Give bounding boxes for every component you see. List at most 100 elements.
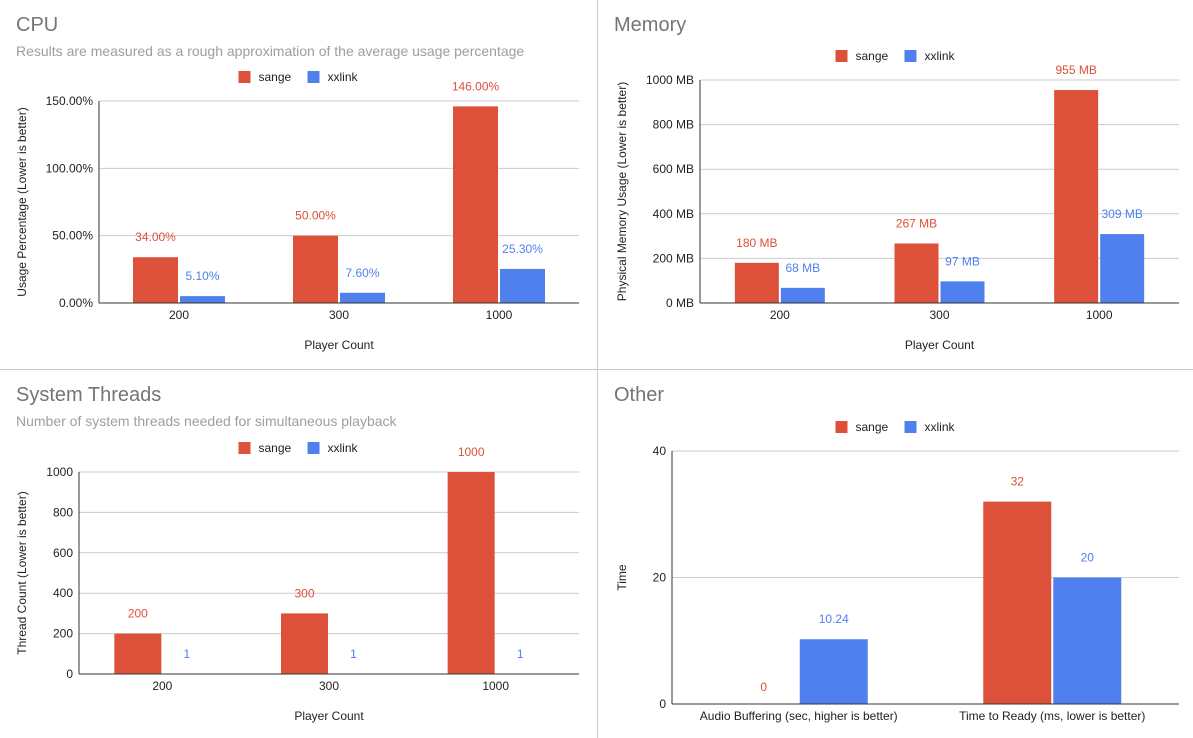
memory-chart-panel: Memory 0 MB 200 MB 400 MB 600 MB 800 MB 1000 …	[598, 0, 1193, 369]
legend-label-sange: sange	[259, 70, 292, 84]
legend-label-xxlink: xxlink	[328, 70, 359, 84]
x-axis-title: Player Count	[304, 338, 374, 352]
bar-sange	[447, 472, 495, 674]
threads-chart-panel: System Threads Number of system threads …	[0, 370, 597, 738]
y-tick-label: 1000	[46, 465, 73, 479]
data-label-sange: 200	[128, 607, 148, 621]
bar-xxlink	[780, 287, 825, 303]
x-tick-label: 200	[770, 308, 790, 322]
other-chart: 0 20 40 0 10.24 Audio Buffering (sec, higher …	[615, 420, 1179, 723]
cpu-chart-panel: CPU Results are measured as a rough appr…	[0, 0, 597, 369]
y-tick-label: 0 MB	[666, 296, 694, 310]
legend-label-xxlink: xxlink	[925, 420, 956, 434]
threads-chart: 0 200 400 600 800 1000 200 1 200 300 1 300 1000 1 1000…	[15, 441, 579, 723]
legend-swatch-sange	[238, 71, 251, 83]
bar-sange	[734, 262, 779, 303]
x-tick-label: 200	[169, 308, 189, 322]
x-tick-label: Time to Ready (ms, lower is better)	[959, 709, 1145, 723]
x-tick-label: 200	[152, 679, 172, 693]
y-tick-label: 600	[53, 546, 73, 560]
y-axis-title: Time	[615, 564, 629, 591]
y-tick-label: 20	[653, 571, 667, 585]
y-tick-label: 800 MB	[653, 118, 694, 132]
bar-sange	[453, 106, 498, 304]
bar-sange	[114, 633, 162, 674]
bar-sange	[1054, 90, 1099, 303]
bar-sange	[983, 501, 1052, 704]
y-tick-label: 200	[53, 627, 73, 641]
chart-title: Other	[614, 384, 665, 406]
other-chart-panel: Other 0 20 40 0 10.24 Audio Buffering (sec, h…	[598, 370, 1193, 738]
data-label-sange: 146.00%	[452, 79, 500, 93]
data-label-xxlink: 68 MB	[785, 261, 820, 275]
bar-xxlink	[180, 296, 225, 303]
y-tick-label: 200 MB	[653, 251, 694, 265]
chart-subtitle: Results are measured as a rough approxim…	[16, 43, 525, 59]
legend-swatch-xxlink	[307, 71, 320, 83]
cpu-chart: 0.00% 50.00% 100.00% 150.00% 34.00% 5.10% 200 5…	[15, 70, 579, 352]
data-label-sange: 267 MB	[896, 216, 937, 230]
y-tick-label: 400	[53, 586, 73, 600]
data-label-sange: 32	[1011, 475, 1025, 489]
y-tick-label: 0	[659, 697, 666, 711]
data-label-xxlink: 5.10%	[185, 269, 219, 283]
y-tick-label: 800	[53, 505, 73, 519]
y-tick-label: 0.00%	[59, 296, 93, 310]
legend-swatch-sange	[835, 50, 848, 62]
x-tick-label: 1000	[482, 679, 509, 693]
data-label-xxlink: 25.30%	[502, 242, 543, 256]
data-label-sange: 180 MB	[736, 236, 777, 250]
data-label-sange: 0	[760, 680, 767, 694]
data-label-xxlink: 1	[517, 647, 524, 661]
y-tick-label: 150.00%	[46, 94, 94, 108]
chart-subtitle: Number of system threads needed for simu…	[16, 413, 397, 429]
bar-sange	[133, 257, 178, 303]
x-axis-title: Player Count	[294, 709, 364, 723]
legend-swatch-xxlink	[904, 50, 917, 62]
legend-swatch-xxlink	[307, 442, 320, 454]
x-tick-label: 1000	[1086, 308, 1113, 322]
legend-swatch-sange	[238, 442, 251, 454]
bar-sange	[894, 243, 939, 303]
data-label-sange: 34.00%	[135, 230, 176, 244]
data-label-sange: 300	[294, 586, 314, 600]
data-label-xxlink: 1	[350, 647, 357, 661]
data-label-xxlink: 20	[1081, 551, 1095, 565]
x-tick-label: 300	[329, 308, 349, 322]
bar-xxlink	[1100, 234, 1145, 303]
y-tick-label: 600 MB	[653, 162, 694, 176]
legend-label-sange: sange	[856, 49, 889, 63]
x-tick-label: Audio Buffering (sec, higher is better)	[700, 709, 898, 723]
horizontal-divider	[0, 369, 1193, 370]
legend-swatch-sange	[835, 421, 848, 433]
y-axis-title: Physical Memory Usage (Lower is better)	[615, 82, 629, 301]
data-label-xxlink: 97 MB	[945, 254, 980, 268]
bar-xxlink	[1053, 577, 1122, 704]
y-tick-label: 40	[653, 444, 667, 458]
chart-title: CPU	[16, 14, 59, 36]
y-tick-label: 50.00%	[52, 229, 93, 243]
y-tick-label: 1000 MB	[646, 73, 694, 87]
y-tick-label: 100.00%	[46, 161, 94, 175]
bar-xxlink	[799, 639, 868, 704]
bar-sange	[293, 235, 338, 303]
x-tick-label: 1000	[486, 308, 513, 322]
y-axis-title: Thread Count (Lower is better)	[15, 491, 29, 654]
data-label-sange: 50.00%	[295, 209, 336, 223]
data-label-xxlink: 7.60%	[345, 266, 379, 280]
chart-title: System Threads	[16, 384, 162, 406]
y-tick-label: 400 MB	[653, 207, 694, 221]
y-tick-label: 0	[66, 667, 73, 681]
data-label-sange: 1000	[458, 445, 485, 459]
legend-label-xxlink: xxlink	[328, 441, 359, 455]
y-axis-title: Usage Percentage (Lower is better)	[15, 107, 29, 296]
data-label-sange: 955 MB	[1055, 63, 1096, 77]
x-tick-label: 300	[929, 308, 949, 322]
bar-sange	[281, 613, 328, 674]
data-label-xxlink: 10.24	[819, 612, 849, 626]
chart-title: Memory	[614, 14, 687, 36]
bar-xxlink	[340, 292, 385, 303]
legend-label-sange: sange	[856, 420, 889, 434]
legend-label-sange: sange	[259, 441, 292, 455]
x-tick-label: 300	[319, 679, 339, 693]
